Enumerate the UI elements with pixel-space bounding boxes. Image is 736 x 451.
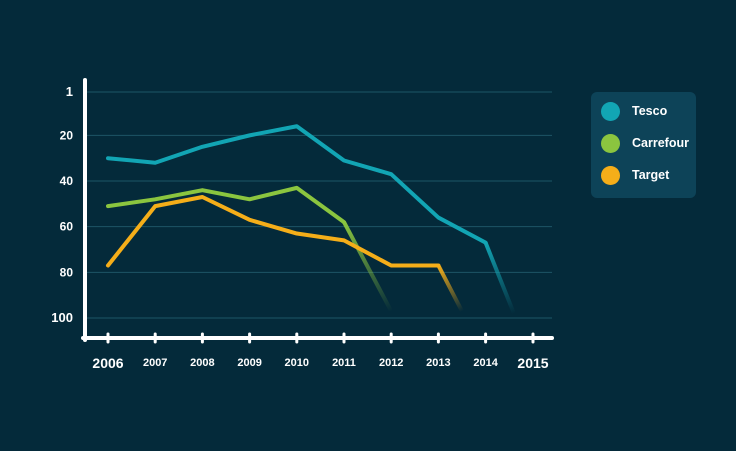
series-line-carrefour [106,185,346,225]
legend-label-target: Target [632,168,670,182]
legend: Tesco Carrefour Target [591,92,696,198]
y-tick-label: 60 [60,220,74,234]
x-tick-label: 2006 [92,355,123,371]
series-fade-carrefour [342,221,393,313]
x-tick-label: 2007 [143,357,167,369]
legend-swatch-target [601,165,620,185]
series-fade-target [436,264,464,313]
legend-item-carrefour: Carrefour [601,132,689,154]
y-tick-label: 80 [60,265,74,279]
legend-label-carrefour: Carrefour [632,136,689,150]
series-fade-tesco [483,241,516,315]
y-tick-label: 40 [60,174,74,188]
series-line-target [106,195,441,268]
series-line-tesco [106,124,488,245]
y-tick-label: 100 [51,310,73,325]
y-tick-label: 20 [60,128,74,142]
x-tick-label: 2011 [332,357,356,369]
x-tick-label: 2012 [379,357,403,369]
legend-item-tesco: Tesco [601,100,667,122]
legend-item-target: Target [601,164,669,186]
x-tick-label: 2008 [190,357,214,369]
x-tick-label: 2014 [473,357,498,369]
legend-label-tesco: Tesco [632,104,668,118]
legend-swatch-tesco [601,101,620,121]
legend-swatch-carrefour [601,133,620,153]
y-tick-label: 1 [66,84,73,99]
x-tick-label: 2010 [285,357,309,369]
x-tick-label: 2009 [237,357,261,369]
x-tick-label: 2015 [517,355,548,371]
x-tick-label: 2013 [426,357,450,369]
